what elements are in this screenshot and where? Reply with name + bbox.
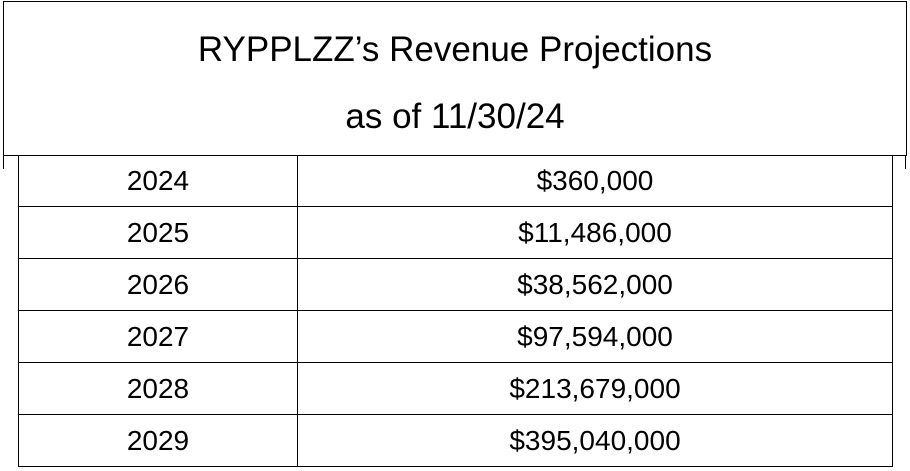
year-cell: 2028 (19, 363, 298, 414)
year-cell: 2024 (19, 155, 298, 206)
title-line: as of 11/30/24 (345, 97, 565, 136)
revenue-cell: $395,040,000 (509, 424, 681, 456)
border-stub (905, 155, 906, 169)
year-cell: 2029 (19, 415, 298, 466)
table-row: 2027 $97,594,000 (19, 311, 892, 363)
revenue-cell: $38,562,000 (517, 268, 673, 300)
table-row: 2026 $38,562,000 (19, 259, 892, 311)
revenue-cell: $360,000 (536, 164, 654, 196)
year-cell: 2027 (19, 311, 298, 362)
revenue-cell: $213,679,000 (509, 372, 681, 404)
year-cell: 2025 (19, 207, 298, 258)
year-cell: 2026 (19, 259, 298, 310)
revenue-cell: $97,594,000 (517, 320, 673, 352)
title-box: RYPPLZZ’s Revenue Projections as of 11/3… (3, 1, 907, 156)
border-stub (3, 155, 4, 169)
revenue-cell: $11,486,000 (518, 216, 672, 248)
table-row: 2029 $395,040,000 (19, 415, 892, 467)
table-row: 2024 $360,000 (19, 155, 892, 207)
table-row: 2025 $11,486,000 (19, 207, 892, 259)
table: 2024 $360,000 2025 $11,486,000 2026 $38,562,0… (18, 155, 893, 467)
table-row: 2028 $213,679,000 (19, 363, 892, 415)
title-line: RYPPLZZ’s Revenue Projections (197, 30, 713, 69)
